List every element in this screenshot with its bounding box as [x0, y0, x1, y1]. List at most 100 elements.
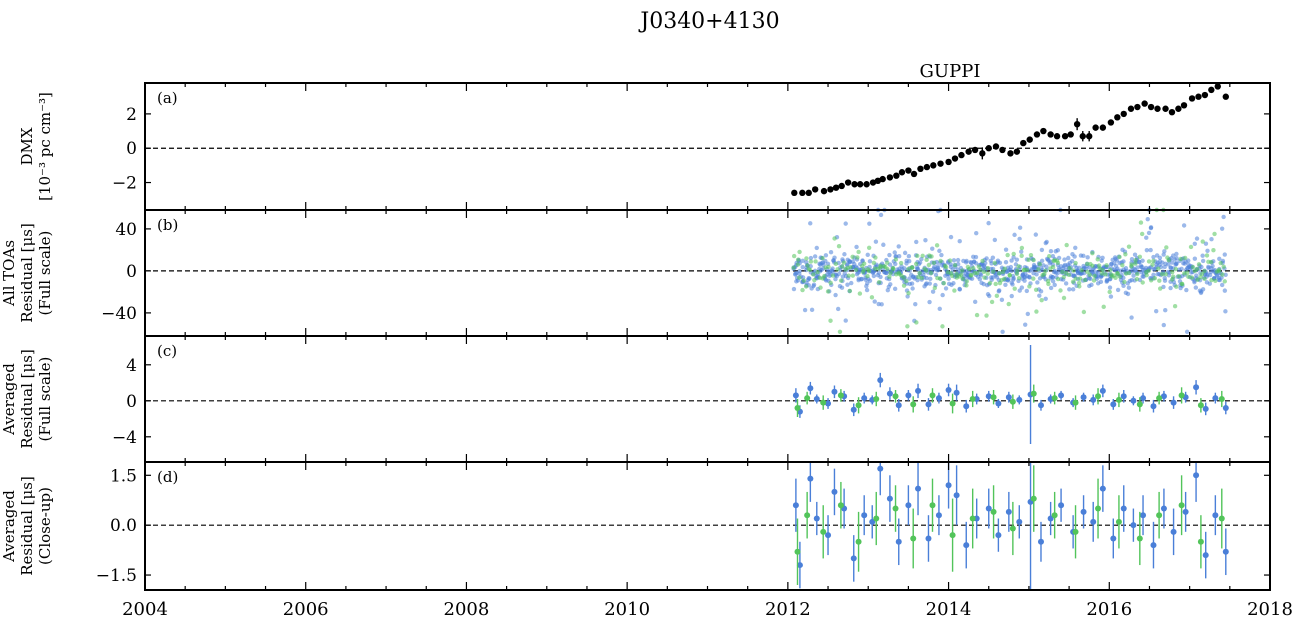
toa-point	[1003, 259, 1009, 265]
toa-point	[1188, 244, 1194, 250]
toa-point	[1121, 259, 1126, 264]
toa-point	[1179, 266, 1184, 271]
toa-point	[975, 270, 980, 276]
toa-point	[1222, 279, 1227, 284]
toa-point	[1006, 301, 1011, 307]
toa-point	[791, 286, 797, 292]
data-point	[820, 528, 827, 535]
data-point	[1150, 542, 1157, 549]
toa-point	[876, 270, 882, 276]
data-point	[1120, 393, 1127, 400]
toa-point	[1014, 271, 1020, 277]
toa-point	[1170, 269, 1175, 275]
toa-point	[1161, 252, 1166, 257]
data-point	[1107, 119, 1115, 126]
panels: 20−2(a)DMX [10⁻³ pc cm⁻³]400−40(b)All TOA…	[0, 82, 1271, 591]
toa-point	[1055, 270, 1060, 276]
data-point	[951, 155, 959, 162]
toa-point	[1009, 258, 1014, 263]
toa-point	[1126, 285, 1132, 290]
y-tick-label: −2	[112, 174, 137, 194]
toa-point	[826, 264, 831, 270]
data-point	[1188, 95, 1196, 102]
data-point	[1147, 103, 1155, 111]
toa-point	[1000, 329, 1005, 334]
toa-point	[1152, 276, 1158, 281]
data-point	[935, 395, 942, 402]
toa-point	[1089, 282, 1094, 288]
toa-point	[1140, 280, 1145, 285]
panel-label: (a)	[157, 89, 178, 107]
toa-point	[1081, 253, 1086, 259]
toa-point	[1017, 225, 1023, 230]
data-point	[1160, 505, 1167, 512]
data-point	[985, 393, 992, 400]
toa-point	[994, 293, 1000, 299]
data-point	[844, 179, 852, 186]
toa-point	[950, 273, 955, 279]
toa-point	[848, 264, 853, 270]
toa-point	[873, 255, 878, 260]
data-point	[861, 395, 868, 402]
toa-point	[959, 268, 965, 273]
data-point	[1073, 120, 1081, 128]
toa-point	[1007, 272, 1012, 278]
toa-point	[1174, 261, 1179, 266]
y-tick-label: −4	[112, 428, 137, 448]
x-tick-label: 2004	[122, 599, 168, 620]
toa-point	[1091, 278, 1097, 283]
toa-point	[1126, 270, 1132, 276]
data-point	[792, 502, 799, 509]
data-point	[877, 377, 884, 384]
data-point	[811, 186, 819, 193]
toa-point	[1011, 251, 1016, 257]
x-axis: 2004 2006 2008 2010 2012 2014 2016 2018	[122, 83, 1293, 620]
toa-point	[1207, 281, 1213, 286]
toa-point	[1015, 268, 1020, 273]
toa-point	[964, 283, 969, 288]
toa-point	[1002, 276, 1007, 282]
toa-point	[1073, 260, 1078, 266]
toa-point	[871, 260, 877, 266]
toa-point	[1218, 260, 1223, 266]
data-point	[794, 405, 801, 411]
toa-point	[1173, 266, 1178, 272]
toa-point	[835, 267, 840, 272]
toa-point	[1076, 280, 1082, 286]
x-tick-label: 2016	[1086, 599, 1132, 620]
toa-point	[864, 284, 869, 289]
toa-point	[1027, 275, 1032, 280]
toa-point	[1031, 257, 1036, 263]
toa-point	[815, 269, 820, 275]
toa-point	[1148, 278, 1154, 283]
data-point	[1115, 396, 1122, 403]
panel-a: 2 0 −2 (a) DMX [10⁻³ pc cm⁻³]	[18, 82, 1271, 211]
data-point	[850, 406, 857, 413]
toa-point	[1027, 284, 1032, 289]
x-tick-label: 2018	[1247, 599, 1293, 620]
data-point	[1136, 401, 1143, 408]
toa-point	[1172, 303, 1178, 309]
y-tick-label: 1.5	[110, 466, 137, 486]
toa-point	[1192, 256, 1198, 261]
toa-point	[952, 288, 957, 293]
toa-point	[924, 257, 929, 263]
data-point	[895, 538, 902, 545]
toa-point	[969, 273, 974, 278]
data-point	[923, 163, 931, 171]
data-point	[820, 187, 828, 195]
toa-point	[808, 221, 813, 226]
toa-point	[1005, 252, 1010, 258]
toa-point	[901, 283, 907, 288]
toa-point	[1034, 272, 1039, 277]
data-point	[1051, 512, 1058, 519]
data-point	[1218, 515, 1225, 522]
toa-point	[803, 284, 809, 289]
y-axis-label: (Full scale)	[36, 357, 54, 442]
toa-point	[1146, 259, 1152, 264]
toa-point	[917, 270, 922, 276]
toa-point	[913, 261, 919, 267]
toa-point	[866, 245, 872, 250]
toa-point	[839, 285, 845, 290]
